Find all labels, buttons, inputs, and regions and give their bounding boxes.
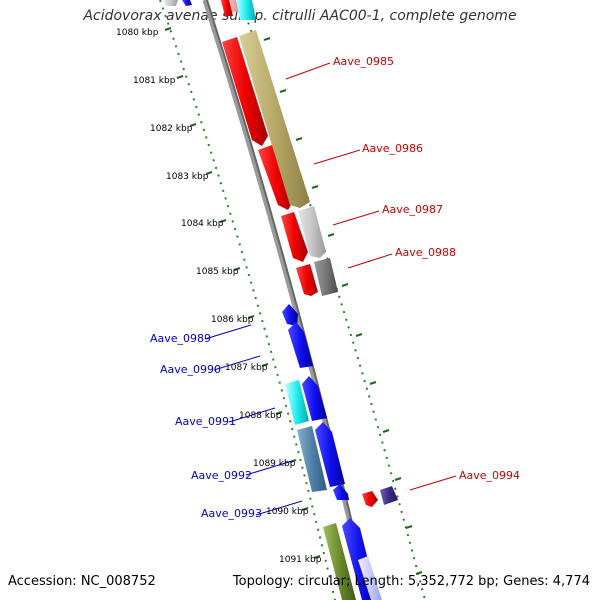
tick-label: 1084 kbp	[181, 219, 224, 229]
gene-red-4	[296, 264, 318, 296]
genome-backbone-shadow	[206, 0, 371, 600]
tick-label: 1088 kbp	[239, 411, 282, 421]
gene-label-aave-0992[interactable]: Aave_0992	[191, 469, 252, 482]
tick-label: 1089 kbp	[253, 459, 296, 469]
gene-blue-5	[333, 484, 349, 500]
gene-lightgray	[298, 206, 326, 258]
gene-khaki	[239, 30, 310, 208]
ruler-inner	[159, 0, 336, 600]
gene-blue-4	[315, 422, 345, 487]
tick-label: 1082 kbp	[150, 124, 193, 134]
gene-label-aave-0987[interactable]: Aave_0987	[382, 203, 443, 216]
outer-ruler-ticks	[263, 37, 423, 575]
inner-ruler-ticks	[164, 27, 321, 559]
gene-cyan	[285, 380, 309, 425]
tick-label: 1083 kbp	[166, 172, 209, 182]
gene-label-aave-0994[interactable]: Aave_0994	[459, 469, 520, 482]
gene-blue-1	[282, 304, 298, 326]
gene-label-aave-0988[interactable]: Aave_0988	[395, 246, 456, 259]
gene-blue-2	[288, 322, 313, 368]
gene-label-aave-0986[interactable]: Aave_0986	[362, 142, 423, 155]
gene-darkgray	[314, 258, 338, 296]
accession-label: Accession: NC_008752	[8, 574, 156, 589]
ruler-tick-labels: 1080 kbp 1081 kbp 1082 kbp 1083 kbp 1084…	[116, 28, 322, 565]
gene-partial-blue	[182, 0, 192, 6]
forward-gene-labels: Aave_0985 Aave_0986 Aave_0987 Aave_0988 …	[285, 55, 520, 491]
topology-label: Topology: circular; Length: 5,352,772 bp…	[232, 574, 590, 589]
gene-navy	[380, 486, 398, 505]
gene-partial-gray	[164, 0, 178, 6]
tick-label: 1091 kbp	[279, 555, 322, 565]
gene-label-aave-0985[interactable]: Aave_0985	[333, 55, 394, 68]
gene-red-2	[258, 145, 294, 210]
reverse-gene-labels: Aave_0989 Aave_0990 Aave_0991 Aave_0992 …	[150, 324, 303, 520]
gene-label-aave-0993[interactable]: Aave_0993	[201, 507, 262, 520]
genome-backbone	[202, 0, 371, 600]
gene-steelblue	[297, 426, 327, 492]
gene-red-3	[281, 212, 308, 262]
tick-label: 1090 kbp	[266, 507, 309, 517]
tick-label: 1085 kbp	[196, 267, 239, 277]
gene-blue-3	[302, 376, 327, 421]
gene-partial-red	[221, 0, 233, 16]
gene-partial-cyan	[236, 0, 256, 20]
tick-label: 1086 kbp	[211, 315, 254, 325]
gene-red-1	[222, 37, 268, 146]
gene-label-aave-0991[interactable]: Aave_0991	[175, 415, 236, 428]
tick-label: 1087 kbp	[225, 363, 268, 373]
gene-label-aave-0989[interactable]: Aave_0989	[150, 332, 211, 345]
gene-label-aave-0990[interactable]: Aave_0990	[160, 363, 221, 376]
gene-olive	[323, 523, 356, 600]
gene-pale-blue	[358, 556, 382, 600]
map-title: Acidovorax avenae subsp. citrulli AAC00-…	[83, 8, 517, 24]
tick-label: 1080 kbp	[116, 28, 159, 38]
gene-red-5	[362, 491, 378, 507]
tick-label: 1081 kbp	[133, 76, 176, 86]
